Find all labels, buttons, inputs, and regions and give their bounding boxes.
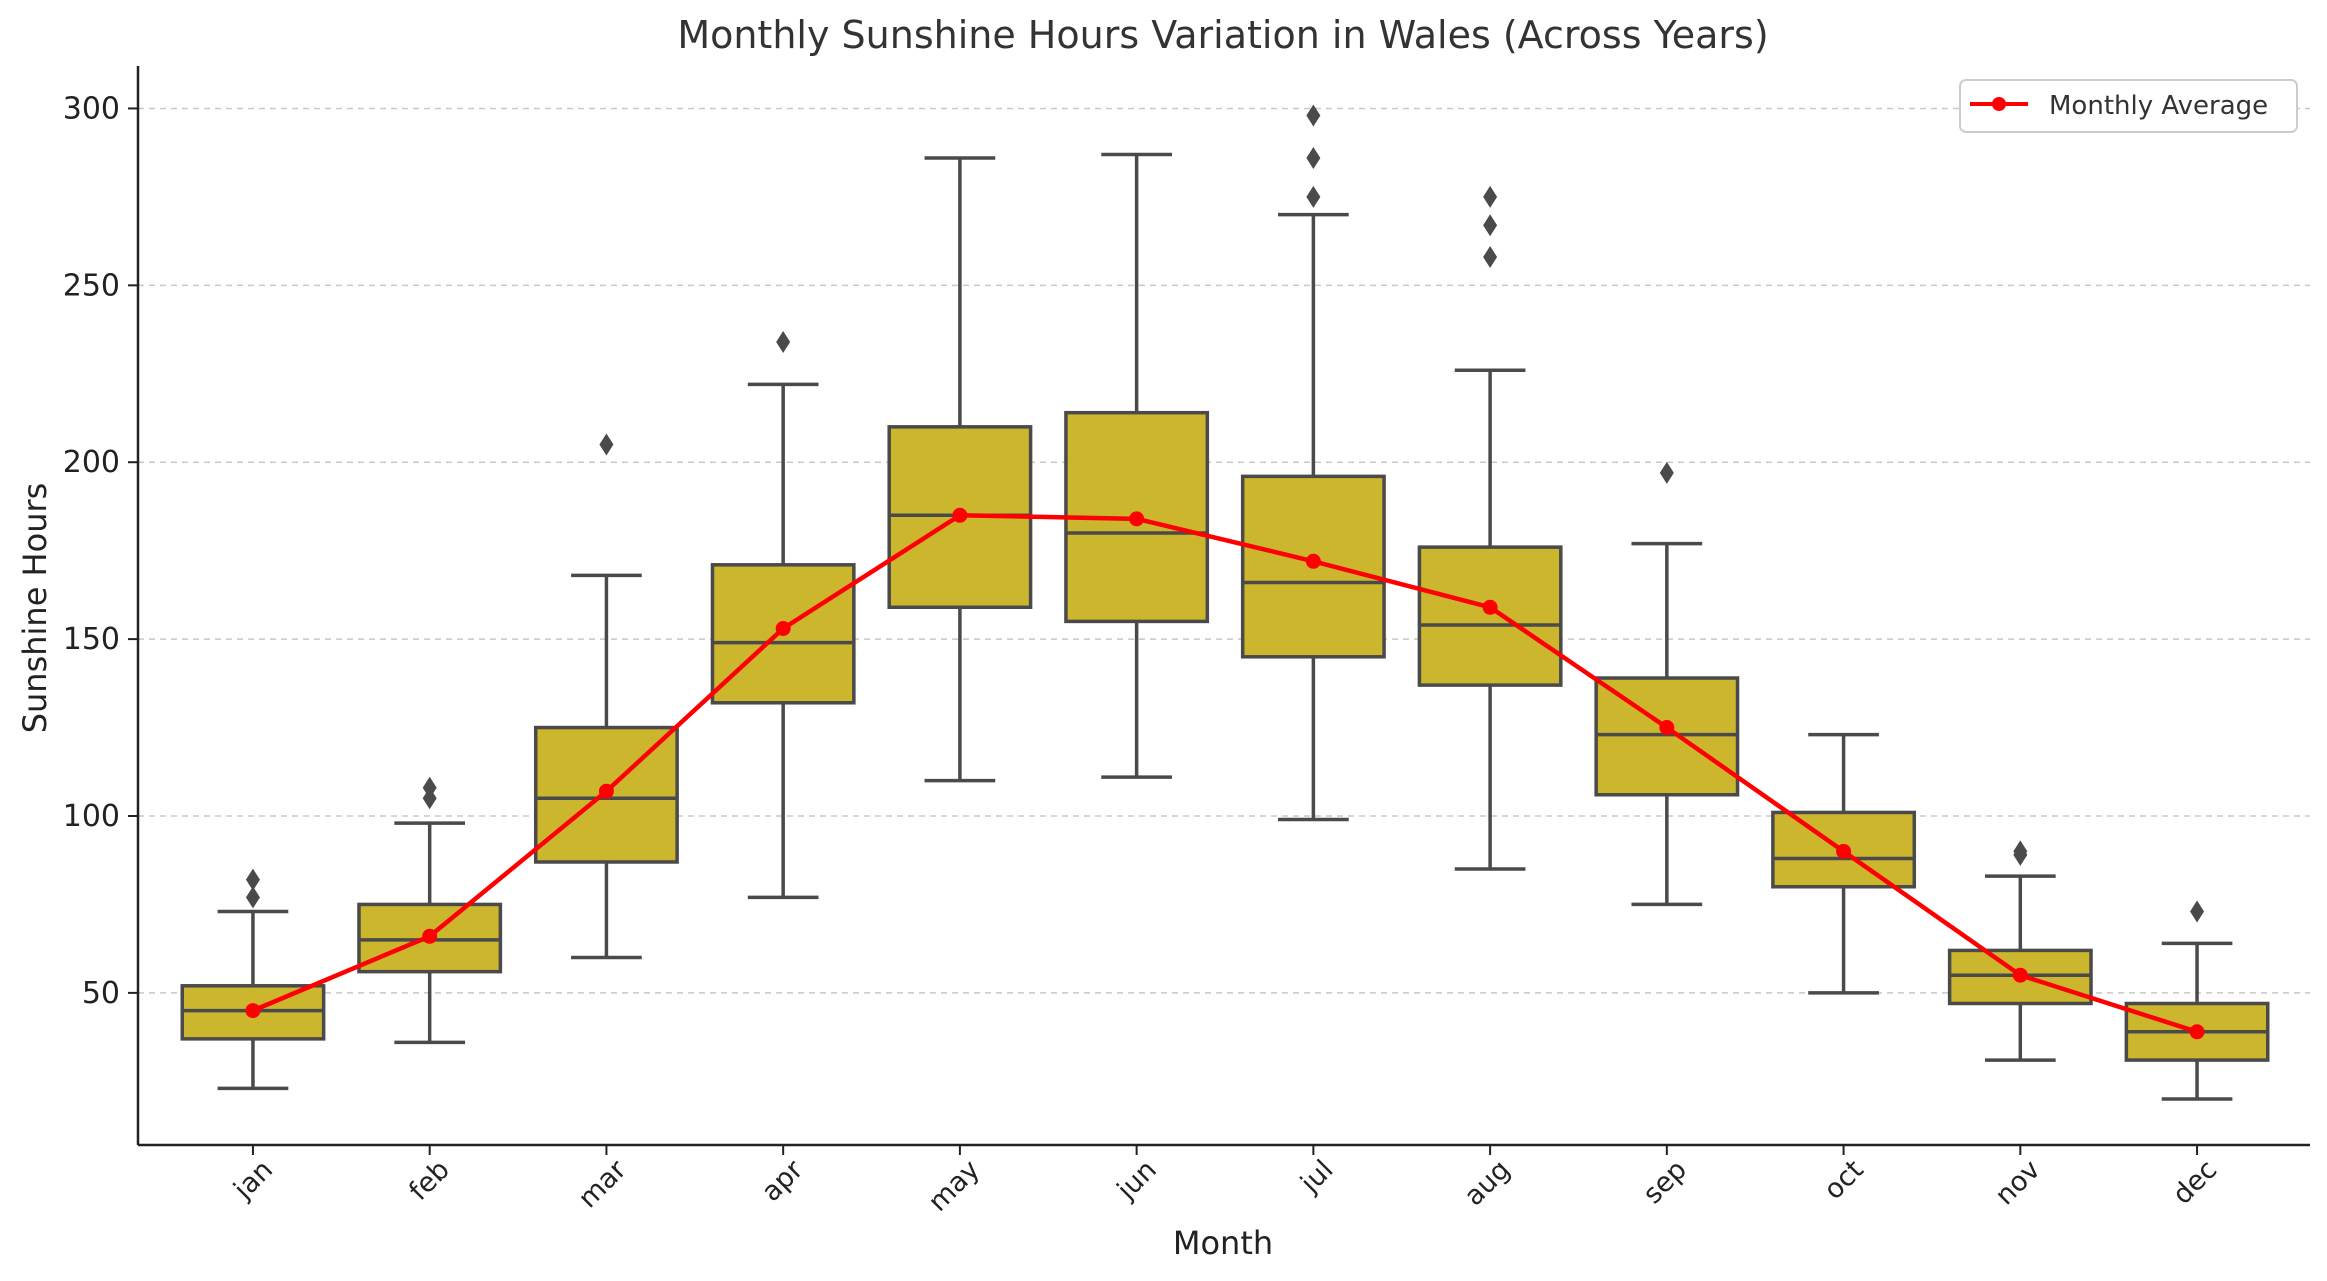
box-nov (1947, 840, 2093, 1062)
axes (136, 66, 2310, 1147)
iqr-box-aug (1417, 545, 1563, 687)
outlier-apr-0 (776, 330, 791, 353)
x-axis-label: Month (1173, 1224, 1273, 1262)
ytick-label-100: 100 (63, 799, 120, 834)
average-point-sep (1659, 720, 1675, 736)
outlier-dec-0 (2190, 900, 2205, 923)
ytick-label-200: 200 (63, 445, 120, 480)
outlier-aug-2 (1483, 185, 1498, 208)
outlier-nov-1 (2013, 840, 2028, 863)
average-line (252, 513, 2198, 1034)
xtick-label-apr: apr (756, 1154, 810, 1208)
xtick-label-feb: feb (403, 1154, 456, 1207)
legend-label: Monthly Average (2049, 91, 2268, 121)
average-line-layer (245, 507, 2205, 1040)
average-point-mar (598, 783, 614, 799)
outlier-jul-1 (1306, 146, 1321, 169)
ytick-label-250: 250 (63, 268, 120, 303)
box-jul (1240, 104, 1386, 822)
average-point-feb (422, 928, 438, 944)
box-aug (1417, 185, 1563, 871)
tick-labels: 50 100 150 200 250 300 jan feb mar apr may jun jul au… (63, 91, 2223, 1217)
ytick-label-300: 300 (63, 91, 120, 126)
gridlines (138, 107, 2310, 994)
xtick-label-aug: aug (1458, 1154, 1516, 1212)
average-point-jul (1305, 553, 1321, 569)
average-point-may (952, 507, 968, 523)
box-may (887, 156, 1033, 783)
xtick-label-jun: jun (1111, 1154, 1163, 1206)
outlier-aug-1 (1483, 214, 1498, 237)
outlier-jan-0 (245, 886, 260, 909)
xtick-label-nov: nov (1989, 1154, 2046, 1211)
outlier-jan-1 (245, 868, 260, 891)
box-jun (1064, 152, 1210, 779)
average-point-apr (775, 620, 791, 636)
box-apr (710, 330, 856, 900)
chart-title: Monthly Sunshine Hours Variation in Wale… (677, 13, 1768, 57)
xtick-label-may: may (923, 1154, 987, 1218)
average-point-jan (245, 1003, 261, 1019)
legend-marker-swatch (1992, 97, 2006, 111)
average-point-dec (2189, 1024, 2205, 1040)
average-point-jun (1129, 511, 1145, 527)
y-axis-label: Sunshine Hours (16, 483, 54, 734)
average-point-oct (1836, 843, 1852, 859)
outlier-aug-0 (1483, 246, 1498, 269)
average-point-aug (1482, 599, 1498, 615)
box-sep (1594, 461, 1740, 907)
box-mar (533, 433, 679, 960)
xtick-label-dec: dec (2167, 1154, 2223, 1210)
iqr-box-jan (180, 984, 326, 1041)
box-oct (1771, 732, 1917, 995)
box-dec (2124, 900, 2270, 1101)
xtick-label-jul: jul (1294, 1154, 1339, 1199)
xtick-label-sep: sep (1637, 1154, 1693, 1210)
legend: Monthly Average (1959, 79, 2298, 133)
box-feb (357, 776, 503, 1045)
xtick-label-jan: jan (227, 1154, 279, 1206)
outlier-feb-1 (422, 776, 437, 799)
xtick-label-oct: oct (1818, 1154, 1870, 1206)
box-jan (180, 868, 326, 1091)
outlier-jul-0 (1306, 185, 1321, 208)
outlier-mar-0 (599, 433, 614, 456)
box-plots (180, 104, 2270, 1101)
outlier-sep-0 (1659, 461, 1674, 484)
outlier-jul-2 (1306, 104, 1321, 127)
xtick-label-mar: mar (573, 1154, 634, 1215)
ytick-label-50: 50 (82, 976, 120, 1011)
ytick-label-150: 150 (63, 622, 120, 657)
average-point-nov (2012, 967, 2028, 983)
legend-frame (1959, 79, 2298, 133)
